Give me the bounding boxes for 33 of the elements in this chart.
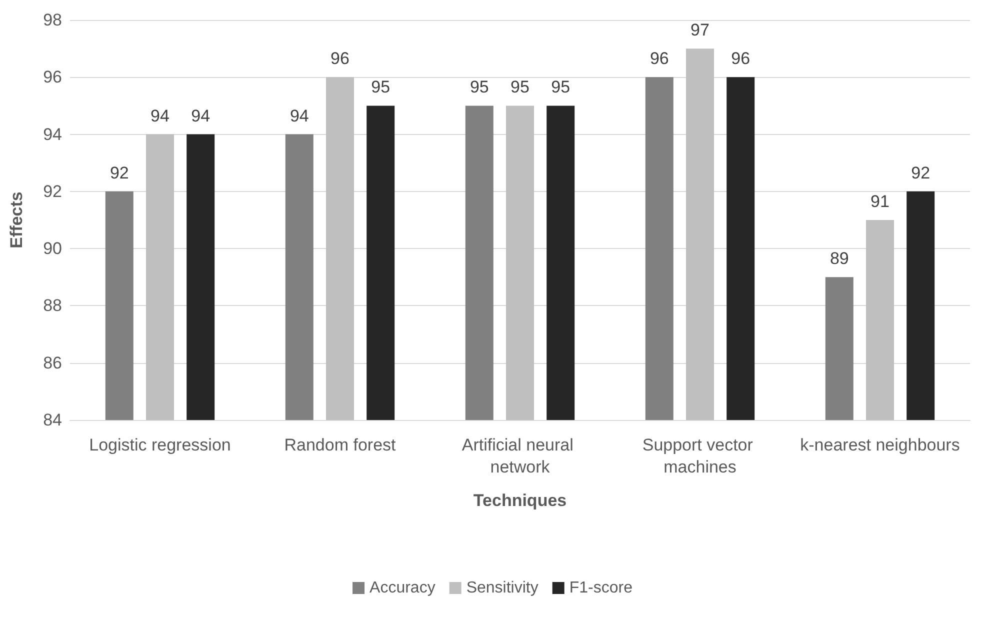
data-label: 95 (371, 78, 390, 97)
y-tick-label: 92 (43, 182, 62, 201)
y-tick-label: 84 (43, 410, 62, 430)
y-axis-title: Effects (7, 192, 26, 248)
x-tick-label: Random forest (284, 436, 396, 454)
data-label: 94 (191, 106, 210, 126)
y-tick-label: 86 (43, 353, 62, 372)
data-label: 89 (830, 249, 849, 268)
data-label: 95 (510, 78, 530, 97)
data-label: 96 (330, 49, 350, 68)
x-tick-label: Artificial neural network (462, 436, 578, 476)
legend-label: Accuracy (370, 580, 436, 596)
y-tick-label: 98 (43, 10, 62, 30)
y-tick-label: 96 (43, 68, 62, 87)
data-label: 92 (911, 163, 930, 182)
y-tick-label: 90 (43, 239, 62, 258)
legend-label: Sensitivity (466, 580, 538, 596)
data-label: 97 (690, 20, 710, 40)
x-tick-label: k-nearest neighbours (800, 436, 960, 454)
y-tick-label: 94 (43, 124, 62, 144)
legend-label: F1-score (569, 580, 633, 596)
x-axis-title: Techniques (473, 491, 567, 510)
x-tick-label: Logistic regression (89, 436, 231, 454)
data-label: 94 (290, 106, 309, 126)
data-label: 94 (150, 106, 170, 126)
y-tick-label: 88 (43, 296, 62, 316)
x-tick-label: Support vector machines (642, 436, 758, 476)
data-label: 95 (551, 78, 570, 97)
data-label: 95 (470, 78, 489, 97)
data-label: 96 (731, 49, 750, 68)
data-label: 96 (650, 49, 669, 68)
data-label: 91 (870, 192, 890, 211)
data-label: 92 (110, 163, 129, 182)
